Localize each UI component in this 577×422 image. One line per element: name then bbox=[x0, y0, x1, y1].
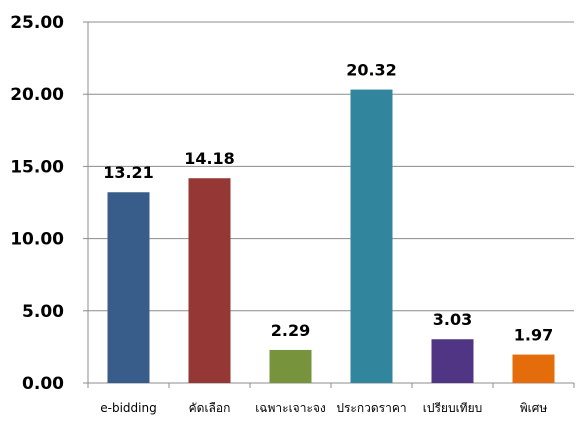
bar-1 bbox=[107, 192, 150, 383]
gridlines bbox=[88, 21, 574, 312]
bar-4 bbox=[350, 89, 393, 384]
labels: 0.00 5.00 10.00 15.00 20.00 25.00 13.21 e-biddi… bbox=[10, 13, 553, 415]
x-tick-label: e-bidding bbox=[100, 401, 156, 415]
x-tick-label: พิเศษ bbox=[520, 401, 548, 415]
bar-5 bbox=[431, 339, 474, 383]
y-tick-label: 15.00 bbox=[10, 157, 64, 177]
x-tick-label: เฉพาะเจาะจง bbox=[255, 401, 326, 415]
y-tick-label: 5.00 bbox=[22, 302, 64, 322]
bar-6 bbox=[512, 354, 555, 383]
x-tick-label: ประกวดราคา bbox=[336, 401, 406, 415]
x-tick-label: คัดเลือก bbox=[189, 401, 231, 415]
y-tick-label: 10.00 bbox=[10, 230, 64, 250]
bars bbox=[107, 89, 555, 384]
y-tick-label: 25.00 bbox=[10, 13, 64, 33]
data-label: 13.21 bbox=[103, 163, 154, 182]
axes bbox=[83, 21, 575, 388]
y-tick-label: 0.00 bbox=[22, 374, 64, 394]
y-tick-label: 20.00 bbox=[10, 85, 64, 105]
bar-3 bbox=[269, 349, 312, 383]
data-label: 2.29 bbox=[271, 321, 310, 340]
data-label: 1.97 bbox=[514, 326, 553, 345]
data-label: 3.03 bbox=[433, 310, 472, 329]
bar-2 bbox=[188, 178, 231, 383]
data-label: 14.18 bbox=[184, 149, 235, 168]
x-tick-label: เปรียบเทียบ bbox=[423, 401, 482, 415]
data-label: 20.32 bbox=[346, 61, 397, 80]
